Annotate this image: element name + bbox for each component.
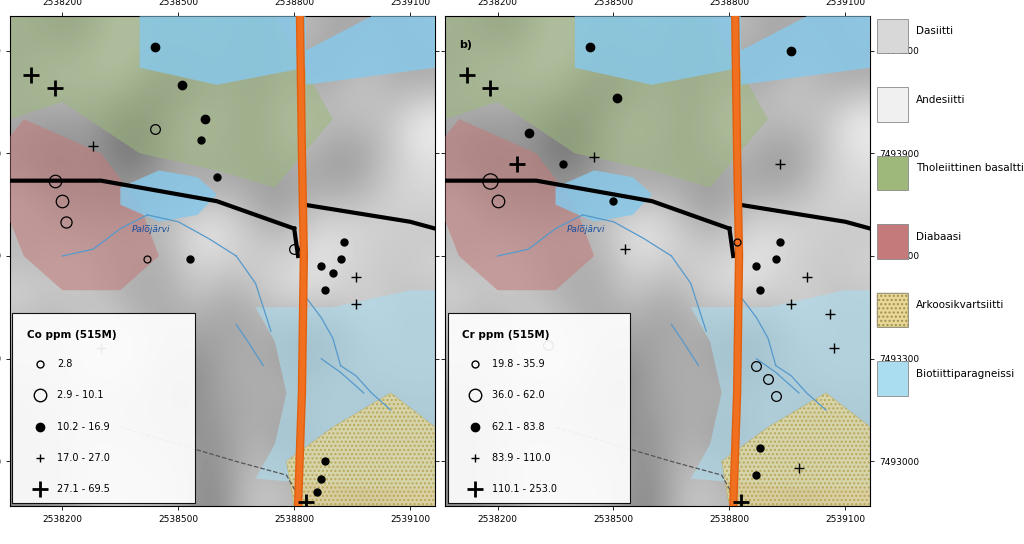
Bar bbox=[877, 88, 908, 122]
Text: 2.8: 2.8 bbox=[57, 359, 73, 369]
Polygon shape bbox=[445, 119, 594, 290]
Polygon shape bbox=[574, 16, 741, 85]
Text: 2.9 - 10.1: 2.9 - 10.1 bbox=[57, 390, 103, 400]
FancyBboxPatch shape bbox=[447, 312, 631, 504]
Text: Palo̅jārvi: Palo̅jārvi bbox=[132, 225, 171, 234]
Polygon shape bbox=[10, 119, 159, 290]
Bar bbox=[877, 225, 908, 259]
Text: 19.8 - 35.9: 19.8 - 35.9 bbox=[493, 359, 545, 369]
Text: Arkoosikvartsiitti: Arkoosikvartsiitti bbox=[915, 300, 1005, 310]
Text: Co ppm (515M): Co ppm (515M) bbox=[28, 330, 117, 339]
Polygon shape bbox=[10, 16, 333, 188]
Text: 27.1 - 69.5: 27.1 - 69.5 bbox=[57, 484, 110, 494]
Polygon shape bbox=[691, 290, 870, 489]
Bar bbox=[877, 293, 908, 327]
Text: Dasiitti: Dasiitti bbox=[915, 26, 952, 36]
Bar bbox=[877, 293, 908, 327]
Bar bbox=[877, 156, 908, 190]
Text: 83.9 - 110.0: 83.9 - 110.0 bbox=[493, 453, 551, 463]
Text: Andesiitti: Andesiitti bbox=[915, 95, 966, 104]
Text: 62.1 - 83.8: 62.1 - 83.8 bbox=[493, 422, 545, 431]
Text: Biotiittiparagneissi: Biotiittiparagneissi bbox=[915, 369, 1014, 379]
Text: Cr ppm (515M): Cr ppm (515M) bbox=[463, 330, 550, 339]
Polygon shape bbox=[556, 170, 652, 222]
Text: 110.1 - 253.0: 110.1 - 253.0 bbox=[493, 484, 557, 494]
Bar bbox=[877, 362, 908, 396]
Polygon shape bbox=[722, 393, 870, 506]
Polygon shape bbox=[139, 16, 306, 85]
Text: Palo̅jārvi: Palo̅jārvi bbox=[567, 225, 606, 234]
Polygon shape bbox=[445, 16, 768, 188]
Text: 36.0 - 62.0: 36.0 - 62.0 bbox=[493, 390, 545, 400]
Text: 17.0 - 27.0: 17.0 - 27.0 bbox=[57, 453, 110, 463]
Polygon shape bbox=[121, 170, 217, 222]
Bar bbox=[877, 19, 908, 53]
Polygon shape bbox=[306, 16, 435, 85]
Text: 10.2 - 16.9: 10.2 - 16.9 bbox=[57, 422, 110, 431]
Polygon shape bbox=[256, 290, 435, 489]
FancyBboxPatch shape bbox=[12, 312, 196, 504]
Text: Tholeiittinen basaltti: Tholeiittinen basaltti bbox=[915, 163, 1024, 173]
Polygon shape bbox=[741, 16, 870, 85]
Text: b): b) bbox=[459, 40, 472, 50]
Text: Diabaasi: Diabaasi bbox=[915, 232, 961, 242]
Polygon shape bbox=[287, 393, 435, 506]
